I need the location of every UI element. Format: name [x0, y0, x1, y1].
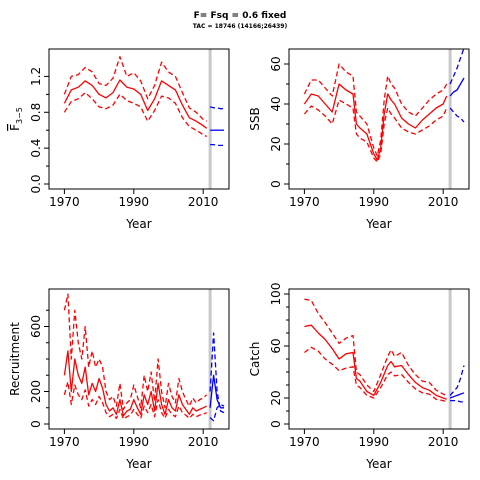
x-tick-label: 2010: [188, 195, 219, 209]
x-tick-label: 2010: [428, 435, 459, 449]
y-tick-label: 0.0: [29, 174, 43, 193]
projection-series-6: [209, 403, 225, 422]
historical-series-2: [63, 293, 208, 411]
y-tick-label: 20: [269, 390, 283, 405]
historical-series-3: [63, 91, 207, 138]
historical-series-3: [304, 346, 447, 403]
projection-series-5: [449, 365, 465, 396]
panel-3: 1970 1990 2010 0 200 600 Year Recruitment: [8, 288, 230, 471]
plot-frame: [288, 48, 470, 190]
y-axis-label: Recruitment: [8, 322, 22, 396]
x-tick-label: 1970: [49, 435, 80, 449]
x-tick-label: 1970: [289, 195, 320, 209]
y-tick-label: 0.4: [29, 139, 43, 158]
projection-series-6: [210, 143, 224, 147]
figure-subtitle: TAC = 18746 (14166;26439): [192, 23, 288, 30]
projection-series-4: [449, 77, 465, 97]
panel-2: 1970 1990 2010 0 20 40 60 Year SSB: [248, 47, 470, 231]
y-tick-label: 0: [269, 180, 283, 188]
projection-series-5: [449, 47, 465, 85]
y-tick-label: 0.8: [29, 103, 43, 122]
y-tick-label: 60: [269, 338, 283, 353]
historical-series-1: [304, 324, 447, 400]
historical-series-1: [63, 79, 208, 129]
x-tick-label: 1990: [119, 435, 150, 449]
y-axis-label: Catch: [248, 342, 262, 377]
y-tick-label: 100: [269, 283, 283, 306]
x-axis-label: Year: [125, 217, 151, 231]
y-axis-label: F3−5: [8, 107, 24, 131]
historical-series-2: [63, 56, 207, 122]
x-tick-label: 1970: [289, 435, 320, 449]
historical-series-2: [304, 298, 447, 397]
x-tick-label: 2010: [188, 435, 219, 449]
historical-series-3: [63, 381, 207, 420]
projection-series-4: [209, 374, 224, 409]
y-axis-label: SSB: [248, 107, 262, 130]
panel-4: 1970 1990 2010 0 20 60 100 Year Catch: [248, 283, 470, 471]
x-tick-label: 1970: [49, 195, 80, 209]
projection-series-6: [450, 399, 464, 403]
y-tick-label: 60: [269, 56, 283, 71]
projection-series-4: [449, 392, 465, 399]
x-tick-label: 1990: [359, 195, 390, 209]
historical-series-1: [63, 350, 207, 417]
historical-series-3: [303, 99, 448, 163]
x-tick-label: 1990: [119, 195, 150, 209]
x-axis-label: Year: [125, 457, 151, 471]
historical-series-1: [303, 83, 448, 161]
x-axis-label: Year: [365, 217, 391, 231]
y-tick-label: 0: [269, 420, 283, 428]
projection-series-6: [449, 107, 465, 123]
plot-frame: [48, 48, 230, 190]
y-tick-label: 600: [29, 315, 43, 338]
y-tick-label: 1.2: [29, 67, 43, 86]
x-tick-label: 1990: [359, 435, 390, 449]
y-tick-label: 40: [269, 96, 283, 111]
y-tick-label: 200: [29, 380, 43, 403]
x-axis-label: Year: [365, 457, 391, 471]
x-tick-label: 2010: [428, 195, 459, 209]
figure-title: F= Fsq = 0.6 fixed: [193, 11, 287, 21]
y-tick-label: 20: [269, 136, 283, 151]
panel-1: 1970 1990 2010 0.0 0.4 0.8 1.2 Year F3−5: [8, 48, 230, 231]
projection-series-5: [209, 106, 224, 110]
y-tick-label: 0: [29, 420, 43, 428]
projection-series-5: [209, 332, 225, 414]
historical-series-2: [303, 63, 448, 157]
